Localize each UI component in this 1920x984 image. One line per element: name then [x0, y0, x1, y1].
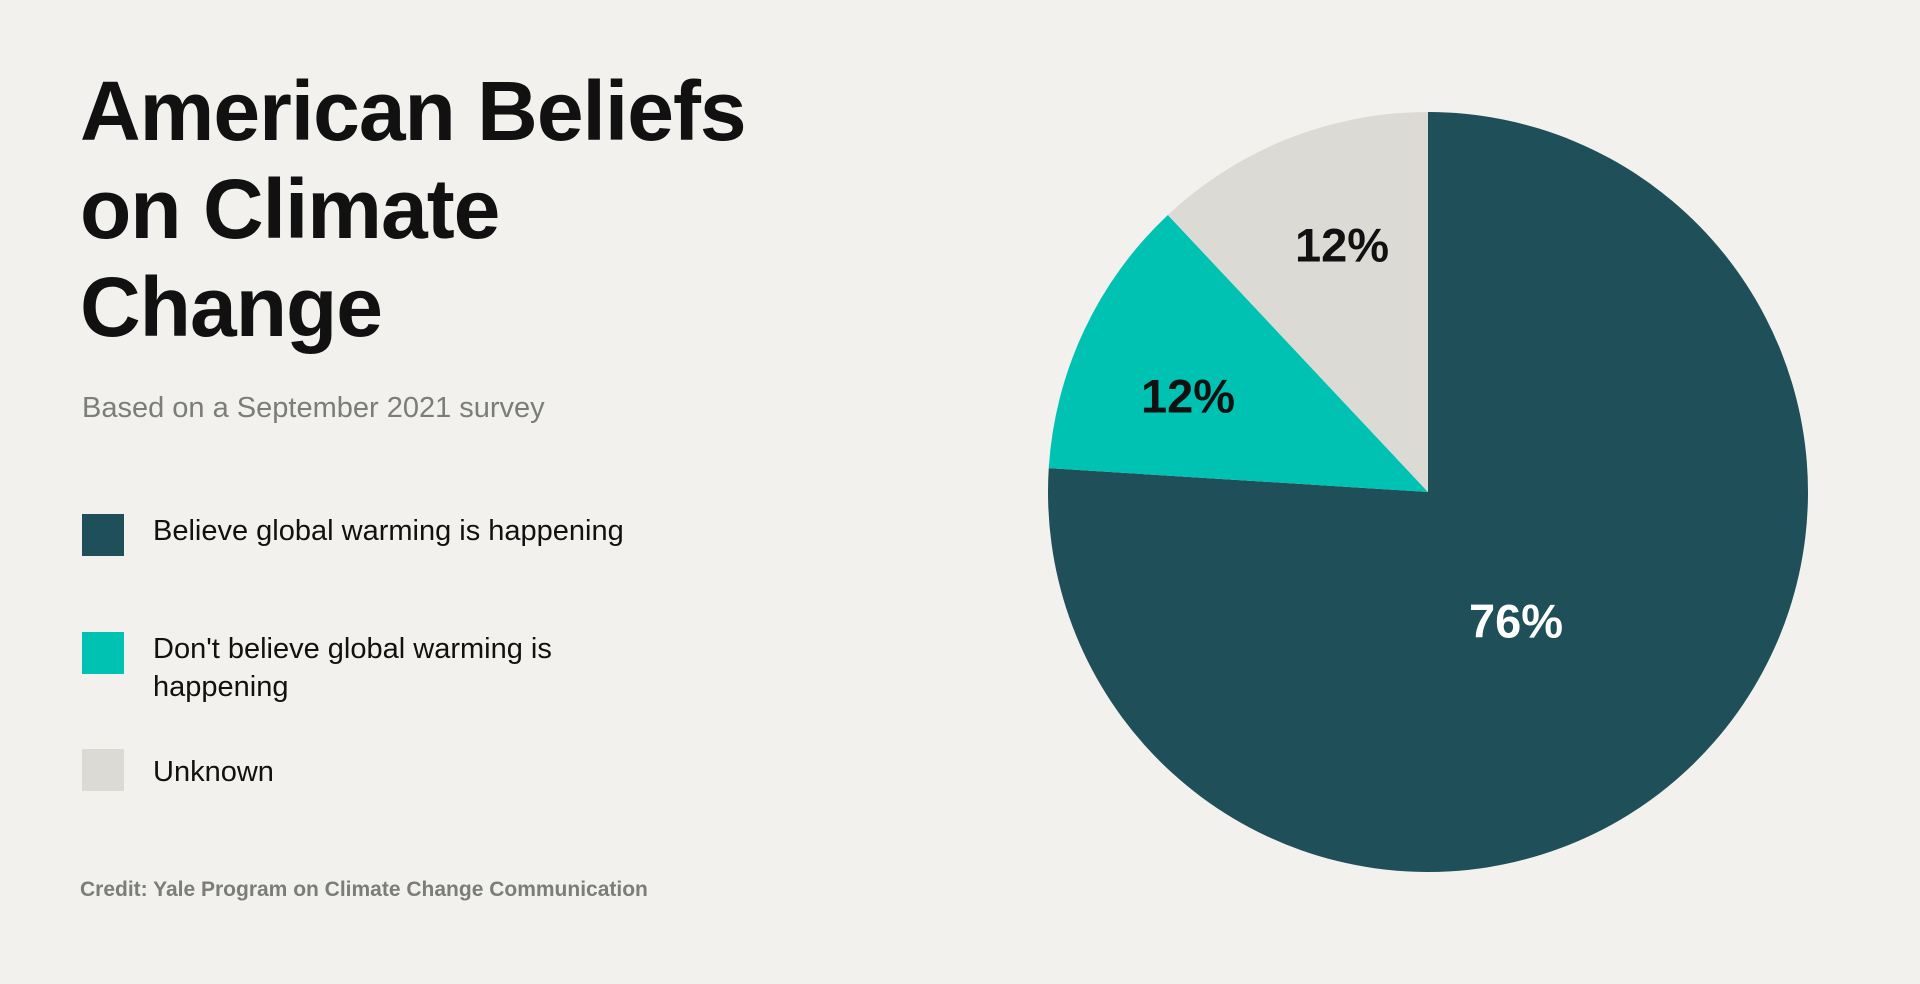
chart-title: American Beliefs on Climate Change: [80, 64, 747, 354]
legend-swatch: [82, 632, 124, 674]
slice-data-label: 12%: [1295, 218, 1389, 271]
legend-item-dont-believe: Don't believe global warming is happenin…: [82, 632, 653, 706]
legend-item-unknown: Unknown: [82, 749, 653, 791]
legend-label: Don't believe global warming is happenin…: [153, 633, 552, 703]
slice-data-label: 12%: [1141, 369, 1235, 422]
legend-swatch: [82, 514, 124, 556]
legend-item-believe: Believe global warming is happening: [82, 514, 653, 556]
credit-text: Credit: Yale Program on Climate Change C…: [80, 878, 648, 901]
pie-slice-0: [1048, 112, 1809, 872]
slice-data-label: 76%: [1469, 594, 1563, 647]
legend-swatch: [82, 749, 124, 791]
pie-slice-2: [1167, 112, 1428, 492]
pie-slice-1: [1048, 214, 1428, 492]
chart-subtitle: Based on a September 2021 survey: [82, 392, 545, 424]
legend-label: Believe global warming is happening: [153, 515, 624, 547]
legend-label: Unknown: [153, 756, 274, 788]
